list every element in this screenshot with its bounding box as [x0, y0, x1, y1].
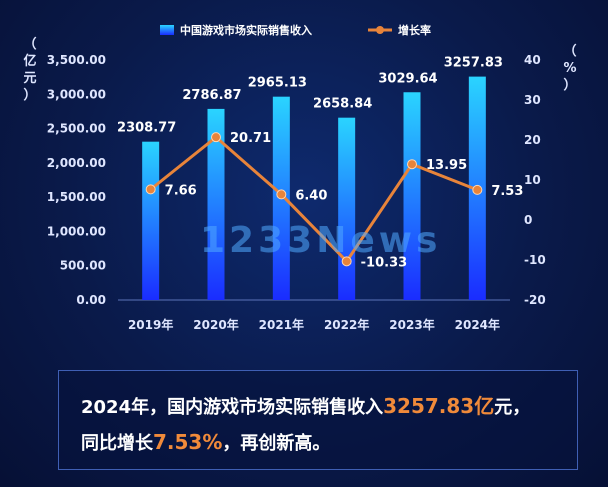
y-right-tick-label: 20: [524, 133, 541, 147]
legend-bar-label: 中国游戏市场实际销售收入: [180, 23, 312, 37]
legend-line-label: 增长率: [398, 23, 431, 37]
growth-value-label: 20.71: [230, 131, 271, 146]
growth-value-label: 6.40: [295, 188, 327, 203]
growth-point: [472, 184, 483, 195]
bar-value-label: 3257.83: [444, 56, 503, 71]
y-right-tick-label: 30: [524, 93, 541, 107]
bar: [338, 117, 356, 301]
x-tick-label: 2022年: [324, 317, 369, 332]
x-tick-label: 2019年: [128, 317, 173, 332]
growth-value-label: 7.66: [165, 183, 197, 198]
growth-value-label: -10.33: [361, 255, 408, 270]
y-right-tick-label: 0: [524, 213, 532, 227]
y-right-tick-label: -10: [524, 253, 546, 267]
bar: [142, 141, 160, 300]
y-left-tick-label: 500.00: [60, 259, 106, 273]
growth-point: [276, 189, 287, 200]
growth-value-label: 13.95: [426, 158, 467, 173]
y-left-tick-label: 1,500.00: [47, 190, 106, 204]
y-left-tick-label: 2,500.00: [47, 122, 106, 136]
bar-value-label: 2658.84: [313, 97, 372, 112]
growth-point: [341, 256, 352, 267]
y-left-tick-label: 3,500.00: [47, 53, 106, 67]
y-right-axis-label: （%）: [563, 43, 576, 93]
y-left-axis-label: （亿元）: [23, 36, 36, 103]
legend-bar-swatch: [160, 25, 174, 35]
growth-point: [407, 159, 417, 170]
y-right-tick-label: 40: [524, 53, 541, 67]
x-tick-label: 2020年: [193, 317, 238, 332]
bar-value-label: 2308.77: [117, 121, 176, 136]
summary-text-2: 元，: [494, 397, 531, 418]
y-right-tick-label: 10: [524, 173, 541, 187]
summary-text-4: ，再创新高。: [222, 433, 331, 454]
y-left-tick-label: 2,000.00: [47, 156, 106, 170]
bar: [403, 92, 421, 300]
bar-value-label: 2786.87: [182, 88, 241, 103]
bar: [207, 108, 225, 300]
y-left-tick-label: 3,000.00: [47, 87, 106, 101]
y-left-tick-label: 1,000.00: [47, 224, 106, 238]
x-tick-label: 2023年: [389, 317, 434, 332]
growth-value-label: 7.53: [491, 184, 523, 199]
x-tick-label: 2024年: [455, 317, 500, 332]
summary-text-1: 2024年，国内游戏市场实际销售收入: [81, 397, 384, 418]
growth-point: [211, 132, 221, 143]
summary-text-3: 同比增长: [81, 433, 153, 454]
summary-revenue-value: 3257.83亿: [383, 394, 495, 418]
growth-line: [149, 135, 478, 264]
y-right-tick-label: -20: [524, 293, 546, 307]
bar-value-label: 3029.64: [378, 71, 437, 86]
summary-box: 2024年，国内游戏市场实际销售收入3257.83亿元， 同比增长7.53%，再…: [58, 370, 578, 470]
x-tick-label: 2021年: [259, 317, 304, 332]
y-left-tick-label: 0.00: [76, 293, 106, 307]
bar-value-label: 2965.13: [248, 76, 307, 91]
summary-growth-value: 7.53%: [153, 430, 223, 454]
watermark: 1233News: [200, 220, 442, 261]
legend-line-marker: [376, 26, 384, 34]
growth-point: [145, 184, 156, 195]
